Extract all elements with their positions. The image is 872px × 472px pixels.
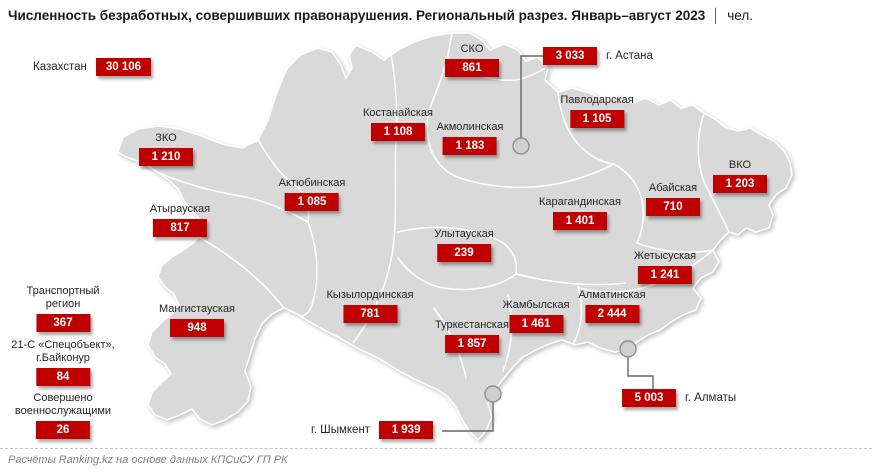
- city-value-box: 5 003: [622, 389, 676, 407]
- city-name: г. Астана: [606, 49, 653, 62]
- region-value-box: 1 183: [442, 137, 497, 155]
- region-name: Павлодарская: [560, 94, 634, 106]
- region-value-box: 239: [437, 244, 491, 262]
- region-almaty-region: Алматинская 2 444: [578, 289, 646, 323]
- region-kyzylorda: Кызылординская 781: [326, 289, 414, 323]
- region-name: ВКО: [728, 159, 752, 171]
- astana-city-dot: [512, 137, 530, 155]
- region-name: Костанайская: [362, 107, 434, 119]
- special-baikonur: 21-С «Спецобъект», г.Байконур 84: [11, 339, 115, 386]
- shymkent-city-dot: [484, 385, 502, 403]
- special-transport-region: Транспортный регион 367: [26, 285, 100, 332]
- region-kostanay: Костанайская 1 108: [363, 107, 433, 141]
- city-value-box: 3 033: [543, 47, 597, 65]
- national-total: Казахстан 30 106: [33, 58, 152, 76]
- title-unit: чел.: [727, 8, 753, 23]
- region-karaganda: Карагандинская 1 401: [539, 196, 621, 230]
- region-value-box: 1 108: [371, 123, 425, 141]
- source-note: Расчёты Ranking.kz на основе данных КПСи…: [0, 448, 872, 472]
- city-almaty: 5 003 г. Алматы: [622, 389, 736, 407]
- region-value-box: 781: [343, 305, 397, 323]
- region-name: Актюбинская: [278, 177, 346, 189]
- region-value-box: 710: [646, 198, 700, 216]
- special-value-box: 367: [36, 314, 90, 332]
- region-name: Акмолинская: [436, 121, 504, 133]
- special-value-box: 26: [36, 421, 90, 439]
- region-name: Кызылординская: [326, 289, 414, 301]
- special-military: Совершено военнослужащими 26: [15, 392, 111, 439]
- region-value-box: 1 461: [509, 315, 563, 333]
- region-turkestan: Туркестанская 1 857: [435, 319, 509, 353]
- special-value-box: 84: [36, 368, 90, 386]
- region-ulytau: Улытауская 239: [434, 228, 494, 262]
- region-value-box: 1 210: [139, 148, 193, 166]
- region-name: Жамбылская: [502, 299, 570, 311]
- city-name: г. Шымкент: [311, 423, 371, 436]
- region-name: Мангистауская: [158, 303, 236, 315]
- shymkent-connector-line: [442, 402, 494, 432]
- region-value-box: 948: [170, 319, 224, 337]
- region-aktobe: Актюбинская 1 085: [278, 177, 346, 211]
- region-atyrau: Атырауская 817: [150, 203, 210, 237]
- region-abay: Абайская 710: [646, 182, 700, 216]
- region-value-box: 2 444: [585, 305, 639, 323]
- region-akmola: Акмолинская 1 183: [436, 121, 504, 155]
- region-value-box: 1 105: [569, 110, 624, 128]
- city-astana: 3 033 г. Астана: [543, 47, 653, 65]
- city-value-box: 1 939: [379, 421, 434, 439]
- city-shymkent: г. Шымкент 1 939: [311, 421, 434, 439]
- special-label-line1: 21-С «Спецобъект»,: [11, 339, 115, 351]
- special-label-line2: г.Байконур: [36, 352, 90, 364]
- region-name: Карагандинская: [539, 196, 621, 208]
- region-name: Алматинская: [578, 289, 646, 301]
- region-value-box: 1 085: [285, 193, 339, 211]
- region-value-box: 1 401: [553, 212, 607, 230]
- region-value-box: 1 203: [713, 175, 767, 193]
- region-name: Абайская: [648, 182, 698, 194]
- region-name: Жетысуская: [633, 250, 697, 262]
- almaty-city-dot: [619, 340, 637, 358]
- title-separator: │: [712, 8, 721, 23]
- city-name: г. Алматы: [685, 391, 737, 404]
- special-label-line1: Совершено: [33, 392, 93, 404]
- region-name: Туркестанская: [435, 319, 509, 331]
- region-name: ЗКО: [155, 132, 177, 144]
- region-name: Атырауская: [149, 203, 211, 215]
- region-value-box: 1 857: [444, 335, 499, 353]
- national-total-value-box: 30 106: [95, 58, 152, 76]
- national-total-label: Казахстан: [33, 60, 87, 73]
- region-vko: ВКО 1 203: [713, 159, 767, 193]
- region-mangystau: Мангистауская 948: [159, 303, 235, 337]
- almaty-connector-line: [627, 357, 654, 391]
- page-title: Численность безработных, совершивших пра…: [8, 8, 753, 23]
- region-value-box: 861: [445, 59, 499, 77]
- region-borders: [125, 33, 730, 379]
- special-label-line2: регион: [45, 298, 81, 310]
- astana-connector-line: [520, 55, 543, 138]
- region-name: Улытауская: [434, 228, 494, 240]
- region-pavlodar: Павлодарская 1 105: [560, 94, 634, 128]
- region-sko: СКО 861: [445, 43, 499, 77]
- special-label-line1: Транспортный: [26, 285, 100, 297]
- region-zhambyl: Жамбылская 1 461: [502, 299, 570, 333]
- region-zko: ЗКО 1 210: [139, 132, 193, 166]
- region-value-box: 1 241: [637, 266, 692, 284]
- region-zhetysu: Жетысуская 1 241: [634, 250, 696, 284]
- region-name: СКО: [460, 43, 484, 55]
- region-value-box: 817: [153, 219, 207, 237]
- title-text: Численность безработных, совершивших пра…: [8, 8, 706, 23]
- special-label-line2: военнослужащими: [14, 405, 112, 417]
